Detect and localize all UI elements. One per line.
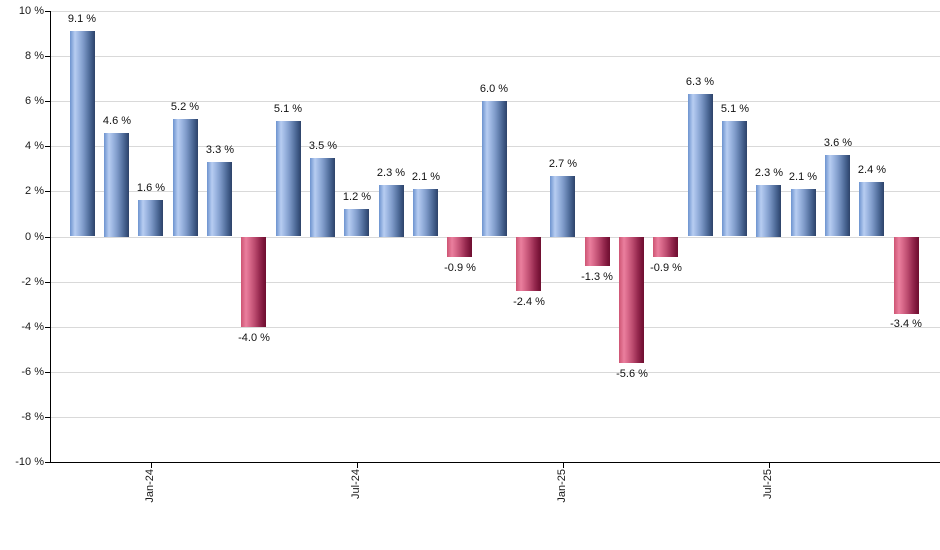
bar-Apr-25 [653, 237, 678, 257]
bar-Apr-24 [241, 237, 266, 327]
bar-Dec-24 [516, 237, 541, 291]
bar-Jun-25 [722, 121, 747, 236]
x-tick-label: Jan-24 [144, 469, 156, 503]
x-axis-tick [357, 463, 358, 468]
bar-value-label: -3.4 % [890, 318, 922, 330]
gridline [50, 327, 940, 328]
bar-value-label: -2.4 % [513, 296, 545, 308]
bar-Mar-25 [619, 237, 644, 363]
bar-value-label: -1.3 % [581, 271, 613, 283]
y-tick-label: -10 % [15, 456, 44, 468]
bar-value-label: -0.9 % [650, 262, 682, 274]
bar-Jul-24 [344, 209, 369, 236]
bar-Oct-25 [859, 182, 884, 236]
y-axis-tick [45, 462, 50, 463]
y-tick-label: -2 % [21, 276, 44, 288]
bar-value-label: -5.6 % [616, 368, 648, 380]
x-tick-label: Jul-25 [762, 469, 774, 499]
bar-Nov-23 [70, 31, 95, 236]
y-axis-tick [45, 11, 50, 12]
bar-Aug-24 [379, 185, 404, 237]
gridline [50, 11, 940, 12]
bar-value-label: -4.0 % [238, 332, 270, 344]
bar-value-label: 3.5 % [308, 140, 338, 152]
y-tick-label: -4 % [21, 321, 44, 333]
bar-Aug-25 [791, 189, 816, 236]
bar-value-label: 2.1 % [411, 171, 441, 183]
bar-Dec-23 [104, 133, 129, 237]
y-tick-label: 0 % [25, 231, 44, 243]
x-tick-label: Jan-25 [556, 469, 568, 503]
y-axis-tick [45, 101, 50, 102]
gridline [50, 417, 940, 418]
bar-Jun-24 [310, 158, 335, 237]
x-axis-line [50, 462, 940, 463]
x-axis-tick [769, 463, 770, 468]
y-axis-tick [45, 146, 50, 147]
bar-value-label: 1.6 % [136, 182, 166, 194]
bar-value-label: 6.0 % [479, 83, 509, 95]
gridline [50, 372, 940, 373]
y-tick-label: -8 % [21, 411, 44, 423]
bar-Nov-25 [894, 237, 919, 314]
bar-Jul-25 [756, 185, 781, 237]
bar-Mar-24 [207, 162, 232, 236]
bar-Sep-24 [413, 189, 438, 236]
gridline [50, 56, 940, 57]
bar-value-label: 2.3 % [376, 167, 406, 179]
y-tick-label: -6 % [21, 366, 44, 378]
bar-Sep-25 [825, 155, 850, 236]
y-tick-label: 4 % [25, 140, 44, 152]
bar-value-label: 3.6 % [823, 137, 853, 149]
bar-Feb-25 [585, 237, 610, 266]
y-axis-tick [45, 282, 50, 283]
x-axis-tick [563, 463, 564, 468]
bar-value-label: 6.3 % [685, 76, 715, 88]
bar-value-label: 2.4 % [857, 164, 887, 176]
bar-value-label: 5.1 % [273, 103, 303, 115]
gridline [50, 282, 940, 283]
bar-value-label: 3.3 % [205, 144, 235, 156]
bar-value-label: -0.9 % [444, 262, 476, 274]
x-axis-tick [151, 463, 152, 468]
bar-value-label: 9.1 % [67, 13, 97, 25]
y-tick-label: 10 % [18, 5, 44, 17]
bar-value-label: 2.7 % [548, 158, 578, 170]
bar-Nov-24 [482, 101, 507, 236]
bar-value-label: 5.2 % [170, 101, 200, 113]
bar-value-label: 2.3 % [754, 167, 784, 179]
bar-Feb-24 [173, 119, 198, 236]
y-axis-tick [45, 327, 50, 328]
y-axis-tick [45, 372, 50, 373]
y-axis-tick [45, 417, 50, 418]
gridline [50, 237, 940, 238]
y-tick-label: 6 % [25, 95, 44, 107]
y-tick-label: 8 % [25, 50, 44, 62]
bar-May-25 [688, 94, 713, 236]
y-axis-tick [45, 191, 50, 192]
bar-value-label: 4.6 % [102, 115, 132, 127]
bar-value-label: 1.2 % [342, 191, 372, 203]
bar-Jan-24 [138, 200, 163, 236]
bar-Jan-25 [550, 176, 575, 237]
bar-value-label: 5.1 % [720, 103, 750, 115]
bar-value-label: 2.1 % [788, 171, 818, 183]
x-tick-label: Jul-24 [350, 469, 362, 499]
y-axis-line [50, 11, 51, 463]
bar-May-24 [276, 121, 301, 236]
y-axis-tick [45, 237, 50, 238]
y-tick-label: 2 % [25, 185, 44, 197]
y-axis-tick [45, 56, 50, 57]
bar-Oct-24 [447, 237, 472, 257]
